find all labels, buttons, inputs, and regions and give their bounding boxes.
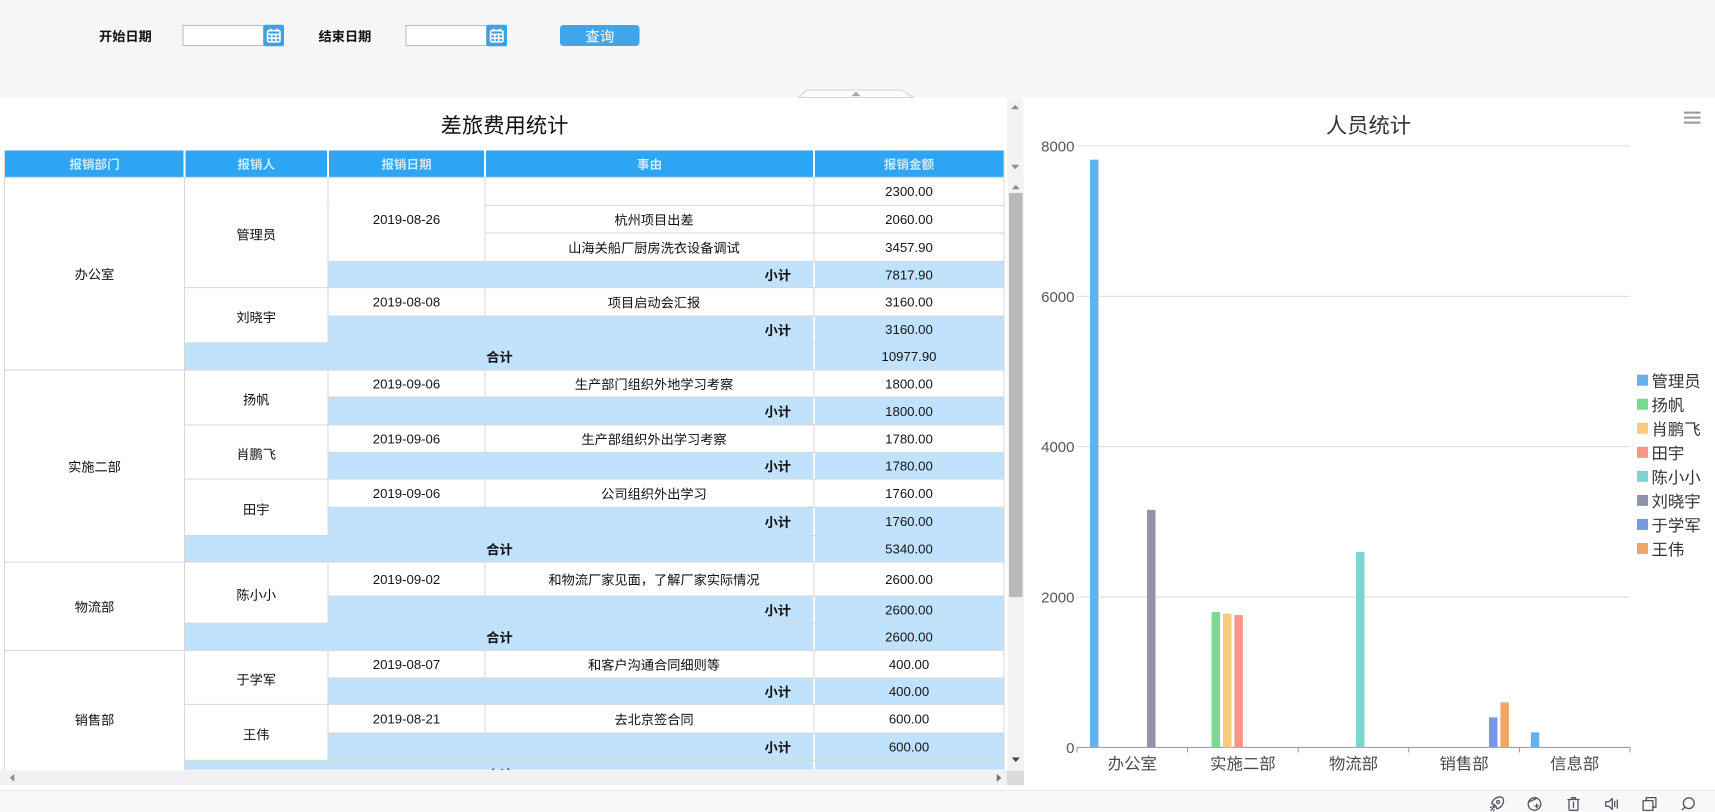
svg-text:5340.00: 5340.00 — [885, 542, 933, 557]
svg-text:4000: 4000 — [1041, 439, 1074, 456]
svg-text:2600.00: 2600.00 — [885, 572, 933, 587]
svg-text:3160.00: 3160.00 — [885, 295, 933, 310]
svg-text:2019-09-06: 2019-09-06 — [373, 486, 440, 501]
svg-text:10977.90: 10977.90 — [881, 349, 936, 364]
svg-text:3160.00: 3160.00 — [885, 322, 933, 337]
svg-text:1800.00: 1800.00 — [885, 404, 933, 419]
svg-text:3457.90: 3457.90 — [885, 240, 933, 255]
svg-text:2019-08-07: 2019-08-07 — [373, 657, 440, 672]
svg-text:2600.00: 2600.00 — [885, 630, 933, 645]
svg-text:400.00: 400.00 — [889, 657, 929, 672]
svg-text:1780.00: 1780.00 — [885, 459, 933, 474]
svg-text:1780.00: 1780.00 — [885, 431, 933, 446]
svg-text:2300.00: 2300.00 — [885, 184, 933, 199]
svg-text:0: 0 — [1066, 740, 1074, 757]
svg-text:400.00: 400.00 — [889, 684, 929, 699]
svg-text:1760.00: 1760.00 — [885, 486, 933, 501]
svg-text:2019-09-06: 2019-09-06 — [373, 431, 440, 446]
svg-text:2019-09-02: 2019-09-02 — [373, 572, 440, 587]
svg-text:8000: 8000 — [1041, 139, 1074, 156]
svg-text:2019-08-08: 2019-08-08 — [373, 295, 440, 310]
svg-text:1800.00: 1800.00 — [885, 376, 933, 391]
svg-text:2000: 2000 — [1041, 590, 1074, 607]
svg-text:2019-08-26: 2019-08-26 — [373, 212, 440, 227]
svg-text:2600.00: 2600.00 — [885, 602, 933, 617]
svg-text:2060.00: 2060.00 — [885, 212, 933, 227]
svg-text:600.00: 600.00 — [889, 712, 929, 727]
svg-text:7817.90: 7817.90 — [885, 267, 933, 282]
svg-text:2019-09-06: 2019-09-06 — [373, 376, 440, 391]
svg-text:1760.00: 1760.00 — [885, 514, 933, 529]
svg-text:2019-08-21: 2019-08-21 — [373, 712, 440, 727]
svg-text:600.00: 600.00 — [889, 740, 929, 755]
svg-text:6000: 6000 — [1041, 289, 1074, 306]
